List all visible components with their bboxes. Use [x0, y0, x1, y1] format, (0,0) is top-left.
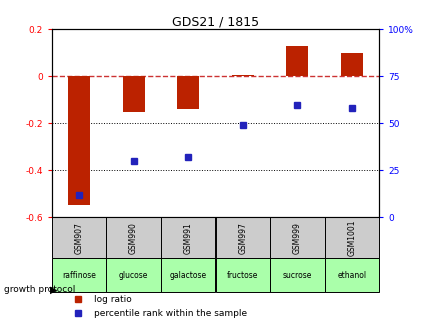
Text: GSM991: GSM991	[183, 222, 192, 254]
Bar	[324, 259, 378, 292]
Bar	[52, 259, 106, 292]
Bar	[215, 217, 270, 259]
Text: GSM997: GSM997	[238, 222, 247, 254]
Title: GDS21 / 1815: GDS21 / 1815	[172, 15, 258, 28]
Bar	[177, 77, 199, 109]
Bar	[160, 259, 215, 292]
Text: raffinose: raffinose	[62, 271, 96, 280]
Bar	[123, 77, 144, 112]
Text: GSM907: GSM907	[74, 222, 83, 254]
Text: fructose: fructose	[227, 271, 258, 280]
Bar	[52, 217, 106, 259]
Text: sucrose: sucrose	[282, 271, 311, 280]
Text: percentile rank within the sample: percentile rank within the sample	[94, 309, 247, 318]
Bar	[68, 77, 90, 205]
Bar	[270, 217, 324, 259]
Text: log ratio: log ratio	[94, 295, 132, 304]
Bar	[231, 75, 253, 77]
Bar	[106, 259, 160, 292]
Bar	[160, 217, 215, 259]
Text: GSM1001: GSM1001	[347, 220, 356, 256]
Text: ▶: ▶	[49, 284, 57, 294]
Bar	[324, 217, 378, 259]
Bar	[286, 46, 307, 77]
Text: GSM999: GSM999	[292, 222, 301, 254]
Bar	[270, 259, 324, 292]
Text: galactose: galactose	[169, 271, 206, 280]
Text: glucose: glucose	[119, 271, 148, 280]
Bar	[215, 259, 270, 292]
Text: GSM990: GSM990	[129, 222, 138, 254]
Text: growth protocol: growth protocol	[4, 285, 76, 294]
Text: ethanol: ethanol	[337, 271, 366, 280]
Bar	[106, 217, 160, 259]
Bar	[340, 53, 362, 77]
